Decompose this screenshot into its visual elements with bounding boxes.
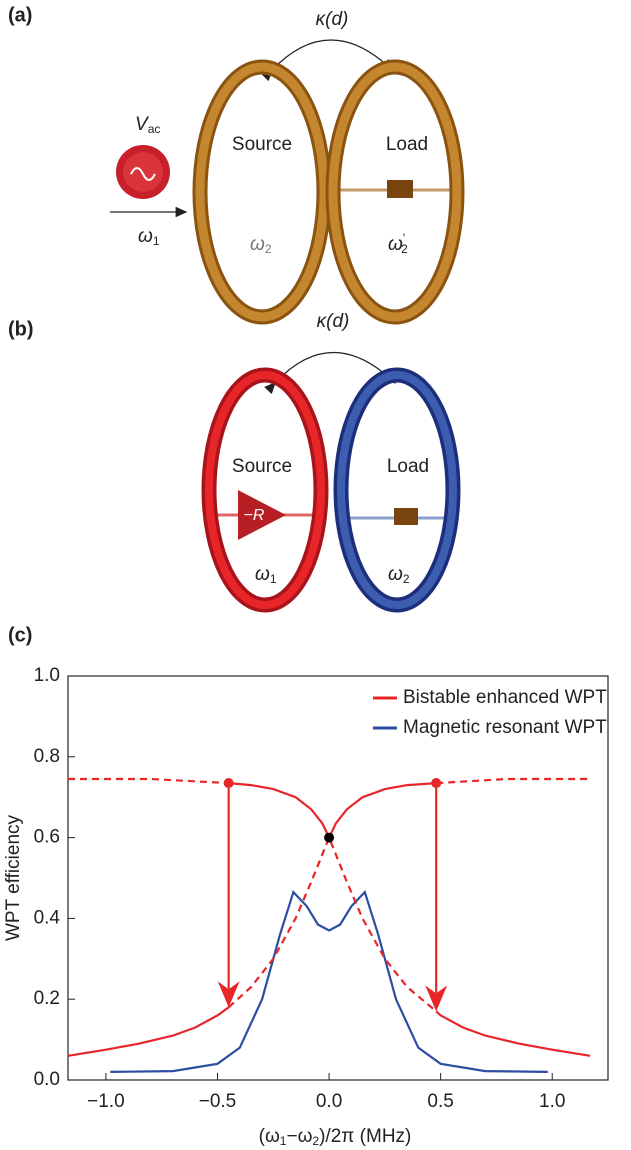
load-label: Load xyxy=(387,456,429,477)
source-freq: ω1 xyxy=(255,564,277,586)
y-tick-label: 0.4 xyxy=(34,907,61,928)
load-freq: ω2 xyxy=(388,564,410,586)
point-marker xyxy=(431,778,442,789)
panel-tag: (b) xyxy=(8,318,34,340)
source-freq: ω2 xyxy=(250,234,272,256)
load-label: Load xyxy=(386,134,428,155)
x-tick-label: 1.0 xyxy=(539,1091,565,1112)
sine-icon xyxy=(130,167,156,181)
series-line xyxy=(68,777,591,1013)
x-tick-label: 0.5 xyxy=(427,1091,453,1112)
drive-freq: ω1 xyxy=(138,226,160,248)
amplifier xyxy=(238,490,286,540)
y-axis-label: WPT efficiency xyxy=(3,815,24,942)
series-line xyxy=(67,782,591,1057)
series-line xyxy=(110,889,548,1073)
load-resistor xyxy=(394,508,418,525)
y-tick-label: 0.6 xyxy=(34,827,60,848)
x-axis-label-part: (ω xyxy=(259,1126,280,1147)
x-tick-label: 0.0 xyxy=(316,1091,342,1112)
drive-label: Vac xyxy=(135,114,160,136)
x-axis-label-part: 1 xyxy=(280,1134,287,1148)
coupling-arrow xyxy=(264,352,396,395)
panel-b: (b) κ(d) −R Source Load ω1 ω2 xyxy=(8,311,461,613)
coupling-arrow xyxy=(261,39,393,82)
load-freq: ω' 2 xyxy=(388,231,408,256)
y-tick-label: 0.8 xyxy=(34,746,60,767)
y-tick-label: 1.0 xyxy=(34,665,60,686)
x-axis-label: (ω1−ω2)/2π (MHz) xyxy=(259,1126,412,1148)
point-marker xyxy=(223,778,234,789)
x-axis-label-part: −ω xyxy=(286,1126,312,1147)
arrow-head xyxy=(425,985,448,1012)
source-label: Source xyxy=(232,456,292,477)
arrow-head xyxy=(217,981,240,1008)
coupling-label: κ(d) xyxy=(317,311,350,332)
gain-label: −R xyxy=(244,507,265,524)
source-coil-shine xyxy=(195,62,329,322)
panel-tag: (c) xyxy=(8,624,32,646)
source-label: Source xyxy=(232,134,292,155)
load-coil-shine xyxy=(337,371,457,609)
panel-tag: (a) xyxy=(8,4,32,26)
x-tick-label: −1.0 xyxy=(87,1091,125,1112)
x-axis-label-part: 2 xyxy=(312,1134,319,1148)
plot-frame xyxy=(67,675,609,1081)
source-coil-shine xyxy=(205,371,325,609)
y-tick-label: 0.0 xyxy=(34,1069,60,1090)
y-tick-label: 0.2 xyxy=(34,988,60,1009)
legend-label: Magnetic resonant WPT xyxy=(403,717,607,738)
panel-c: (c) WPT efficiency (ω1−ω2)/2π (MHz) 0.0 0… xyxy=(3,624,609,1148)
x-tick-label: −0.5 xyxy=(199,1091,237,1112)
point-marker xyxy=(324,832,335,843)
x-axis-label-part: )/2π (MHz) xyxy=(319,1126,411,1147)
coupling-label: κ(d) xyxy=(316,9,349,30)
load-resistor xyxy=(387,180,413,198)
load-coil-shine xyxy=(328,62,462,322)
legend-label: Bistable enhanced WPT xyxy=(403,687,607,708)
panel-a: (a) κ(d) Vac ω1 Source Load ω2 ω' 2 xyxy=(8,4,465,325)
